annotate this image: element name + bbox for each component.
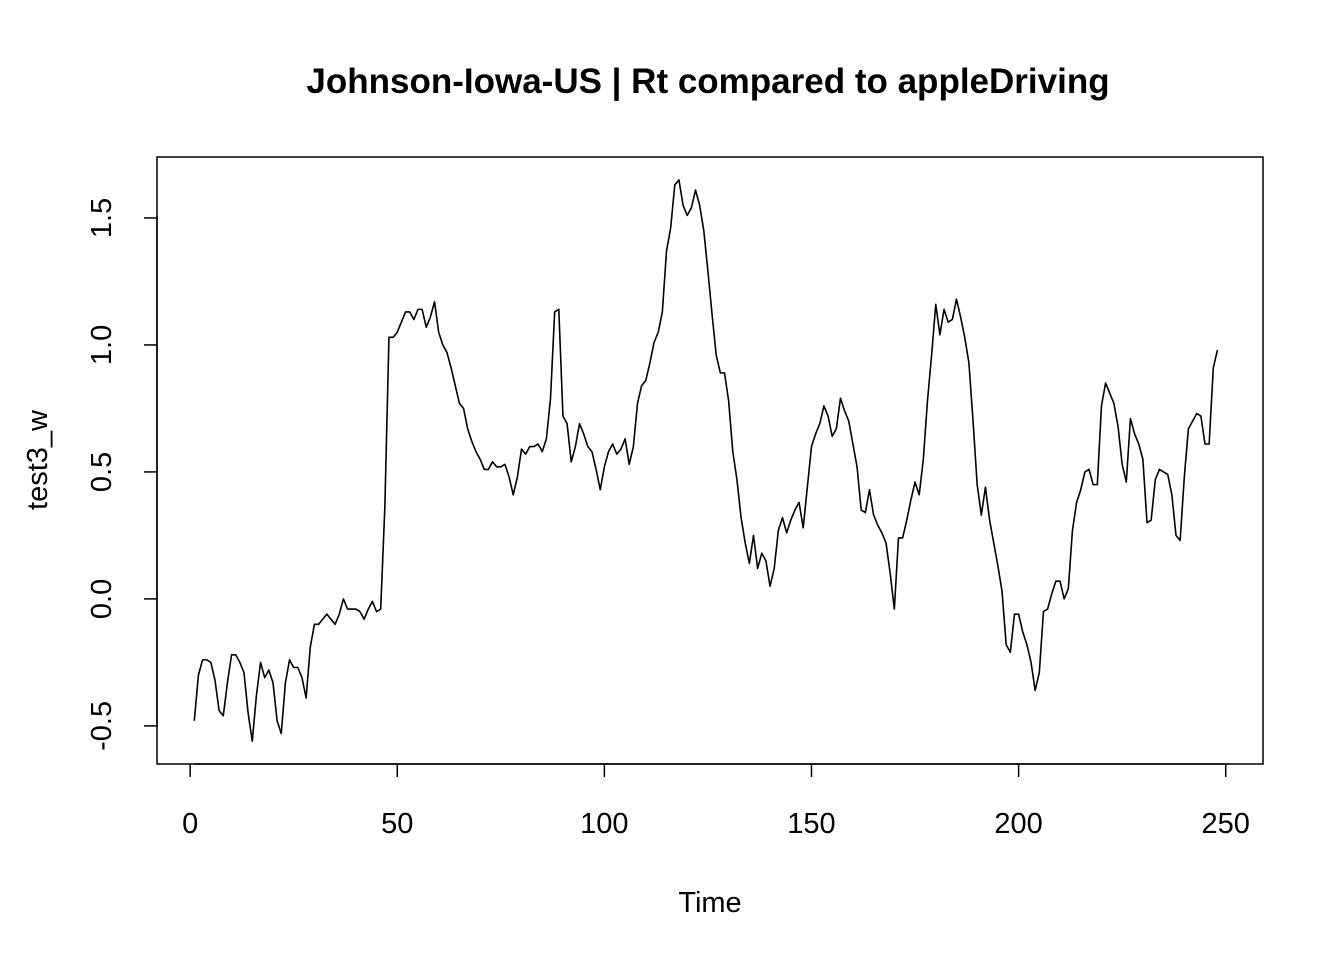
chart-title: Johnson-Iowa-US | Rt compared to appleDr…	[306, 62, 1109, 101]
y-axis: -0.5 0.0 0.5 1.0 1.5	[86, 198, 158, 751]
y-axis-label: test3_w	[22, 409, 54, 510]
x-axis: 0 50 100 150 200 250	[182, 763, 1250, 840]
y-tick-label: 1.5	[86, 198, 118, 238]
x-tick-label: 100	[580, 808, 628, 840]
y-tick-label: 0.5	[86, 452, 118, 492]
y-tick-label: -0.5	[86, 701, 118, 751]
plot-area-frame	[156, 156, 1264, 765]
series-line-0	[193, 179, 1219, 742]
x-tick-label: 50	[381, 808, 413, 840]
y-tick-label: 0.0	[86, 579, 118, 619]
series-layer	[193, 179, 1219, 742]
x-tick-label: 150	[787, 808, 835, 840]
x-axis-label: Time	[678, 887, 741, 919]
x-tick-label: 0	[182, 808, 198, 840]
x-tick-label: 200	[994, 808, 1042, 840]
y-tick-label: 1.0	[86, 325, 118, 365]
x-tick-label: 250	[1202, 808, 1250, 840]
